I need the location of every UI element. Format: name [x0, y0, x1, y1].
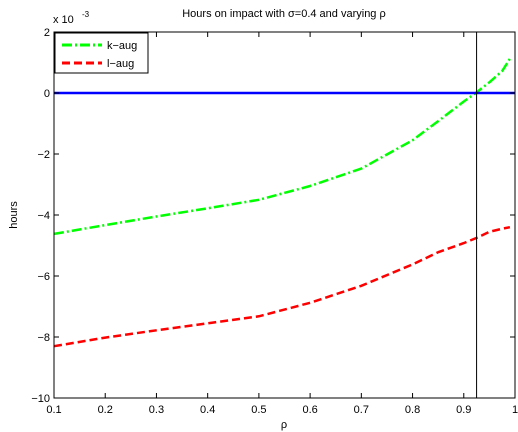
- legend: k−aug l−aug: [54, 32, 149, 74]
- exponent-label: x 10 -3: [53, 10, 90, 26]
- y-tick-label: −10: [31, 393, 50, 405]
- chart-title: Hours on impact with σ=0.4 and varying ρ: [182, 8, 386, 20]
- x-tick-label: 0.4: [200, 404, 215, 416]
- legend-label-l-aug: l−aug: [107, 58, 134, 70]
- y-tick-label: −4: [37, 210, 50, 222]
- y-tick-label: −6: [37, 271, 50, 283]
- x-tick-labels: 0.1 0.2 0.3 0.4 0.5 0.6 0.7 0.8 0.9 1: [46, 404, 518, 416]
- y-axis-label: hours: [8, 201, 20, 229]
- y-tick-label: −8: [37, 332, 50, 344]
- x-tick-label: 0.5: [251, 404, 266, 416]
- legend-label-k-aug: k−aug: [107, 40, 137, 52]
- x-tick-label: 0.2: [98, 404, 113, 416]
- plot-area: [54, 32, 515, 398]
- x-tick-label: 0.3: [149, 404, 164, 416]
- x-axis-label: ρ: [281, 419, 287, 431]
- series-line-kaug: [53, 58, 511, 236]
- x-tick-label: 0.7: [354, 404, 369, 416]
- x-tick-label: 0.6: [302, 404, 317, 416]
- y-tick-label: 2: [44, 27, 50, 39]
- exponent-base: x 10: [53, 14, 74, 26]
- y-tick-label: −2: [37, 149, 50, 161]
- exponent-power: -3: [82, 10, 90, 19]
- x-tick-label: 0.8: [405, 404, 420, 416]
- ticks-layer: [53, 31, 516, 399]
- x-tick-label: 0.1: [46, 404, 61, 416]
- x-tick-label: 0.9: [456, 404, 471, 416]
- legend-box: [54, 32, 149, 74]
- series-line-laug: [53, 225, 511, 348]
- x-tick-label: 1: [512, 404, 518, 416]
- y-tick-labels: −10 −8 −6 −4 −2 0 2: [31, 27, 50, 405]
- y-tick-label: 0: [44, 88, 50, 100]
- series-layer: [53, 58, 515, 348]
